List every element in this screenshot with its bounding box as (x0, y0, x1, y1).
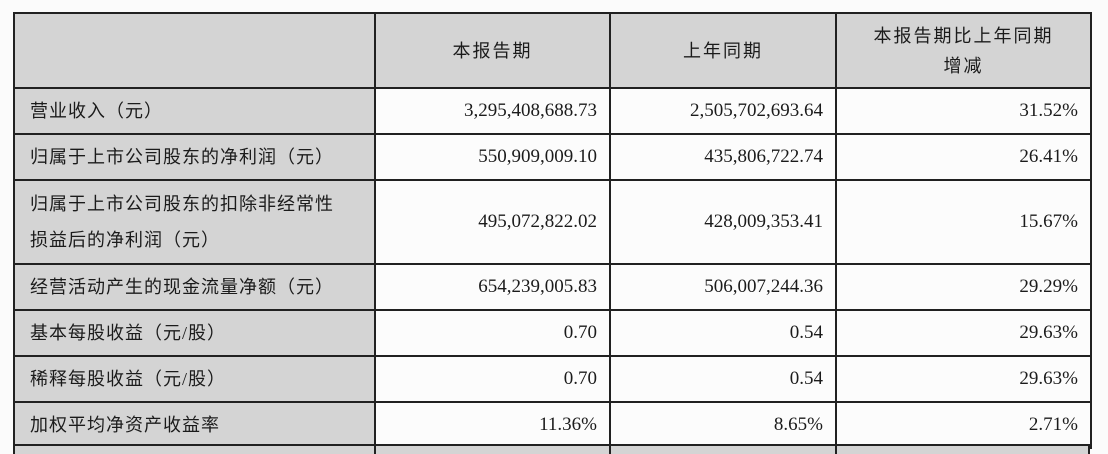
change-value-cell: 29.63% (835, 355, 1092, 403)
change-value-cell: 26.41% (835, 133, 1092, 181)
header-label-prior-period: 上年同期 (683, 40, 763, 61)
row-label-cell: 加权平均净资产收益率 (13, 401, 376, 449)
prior-period-value-cell: 435,806,722.74 (609, 133, 837, 181)
change-value-cell: 31.52% (835, 87, 1092, 135)
table-row: 加权平均净资产收益率 11.36% 8.65% 2.71% (13, 401, 1092, 449)
row-label-cell: 基本每股收益（元/股） (13, 309, 376, 357)
header-cell-current-period: 本报告期 (374, 12, 611, 89)
prior-period-value-cell: 0.54 (609, 355, 837, 403)
prior-period-value-cell: 506,007,244.36 (609, 263, 837, 311)
change-value-cell: 15.67% (835, 179, 1092, 265)
next-row-partial (13, 444, 1090, 454)
next-row-change-cell (835, 446, 1088, 454)
table-row: 归属于上市公司股东的净利润（元） 550,909,009.10 435,806,72… (13, 133, 1092, 181)
prior-period-value-cell: 2,505,702,693.64 (609, 87, 837, 135)
next-row-label-cell (15, 446, 374, 454)
change-value-cell: 2.71% (835, 401, 1092, 449)
prior-period-value-cell: 8.65% (609, 401, 837, 449)
current-period-value-cell: 495,072,822.02 (374, 179, 611, 265)
prior-period-value-cell: 428,009,353.41 (609, 179, 837, 265)
current-period-value-cell: 654,239,005.83 (374, 263, 611, 311)
row-label-cell: 归属于上市公司股东的扣除非经常性损益后的净利润（元） (13, 179, 376, 265)
header-row: 本报告期 上年同期 本报告期比上年同期增减 (13, 12, 1092, 89)
current-period-value-cell: 0.70 (374, 309, 611, 357)
change-value-cell: 29.63% (835, 309, 1092, 357)
table-row: 经营活动产生的现金流量净额（元） 654,239,005.83 506,007,24… (13, 263, 1092, 311)
next-row-current-cell (374, 446, 609, 454)
row-label-cell: 稀释每股收益（元/股） (13, 355, 376, 403)
row-label-cell: 营业收入（元） (13, 87, 376, 135)
header-cell-empty (13, 12, 376, 89)
current-period-value-cell: 11.36% (374, 401, 611, 449)
change-value-cell: 29.29% (835, 263, 1092, 311)
current-period-value-cell: 550,909,009.10 (374, 133, 611, 181)
current-period-value-cell: 3,295,408,688.73 (374, 87, 611, 135)
table-row: 稀释每股收益（元/股） 0.70 0.54 29.63% (13, 355, 1092, 403)
header-cell-prior-period: 上年同期 (609, 12, 837, 89)
row-label-cell: 归属于上市公司股东的净利润（元） (13, 133, 376, 181)
table-row: 营业收入（元） 3,295,408,688.73 2,505,702,693.64 3… (13, 87, 1092, 135)
current-period-value-cell: 0.70 (374, 355, 611, 403)
header-label-change: 本报告期比上年同期增减 (873, 25, 1054, 76)
header-label-current-period: 本报告期 (452, 40, 533, 61)
header-cell-change: 本报告期比上年同期增减 (835, 12, 1092, 89)
table-row: 基本每股收益（元/股） 0.70 0.54 29.63% (13, 309, 1092, 357)
prior-period-value-cell: 0.54 (609, 309, 837, 357)
table-row: 归属于上市公司股东的扣除非经常性损益后的净利润（元） 495,072,822.02… (13, 179, 1092, 265)
next-row-prior-cell (609, 446, 835, 454)
financial-summary-table: 本报告期 上年同期 本报告期比上年同期增减 营业收入（元） 3,295,408,6… (13, 12, 1092, 449)
row-label-cell: 经营活动产生的现金流量净额（元） (13, 263, 376, 311)
